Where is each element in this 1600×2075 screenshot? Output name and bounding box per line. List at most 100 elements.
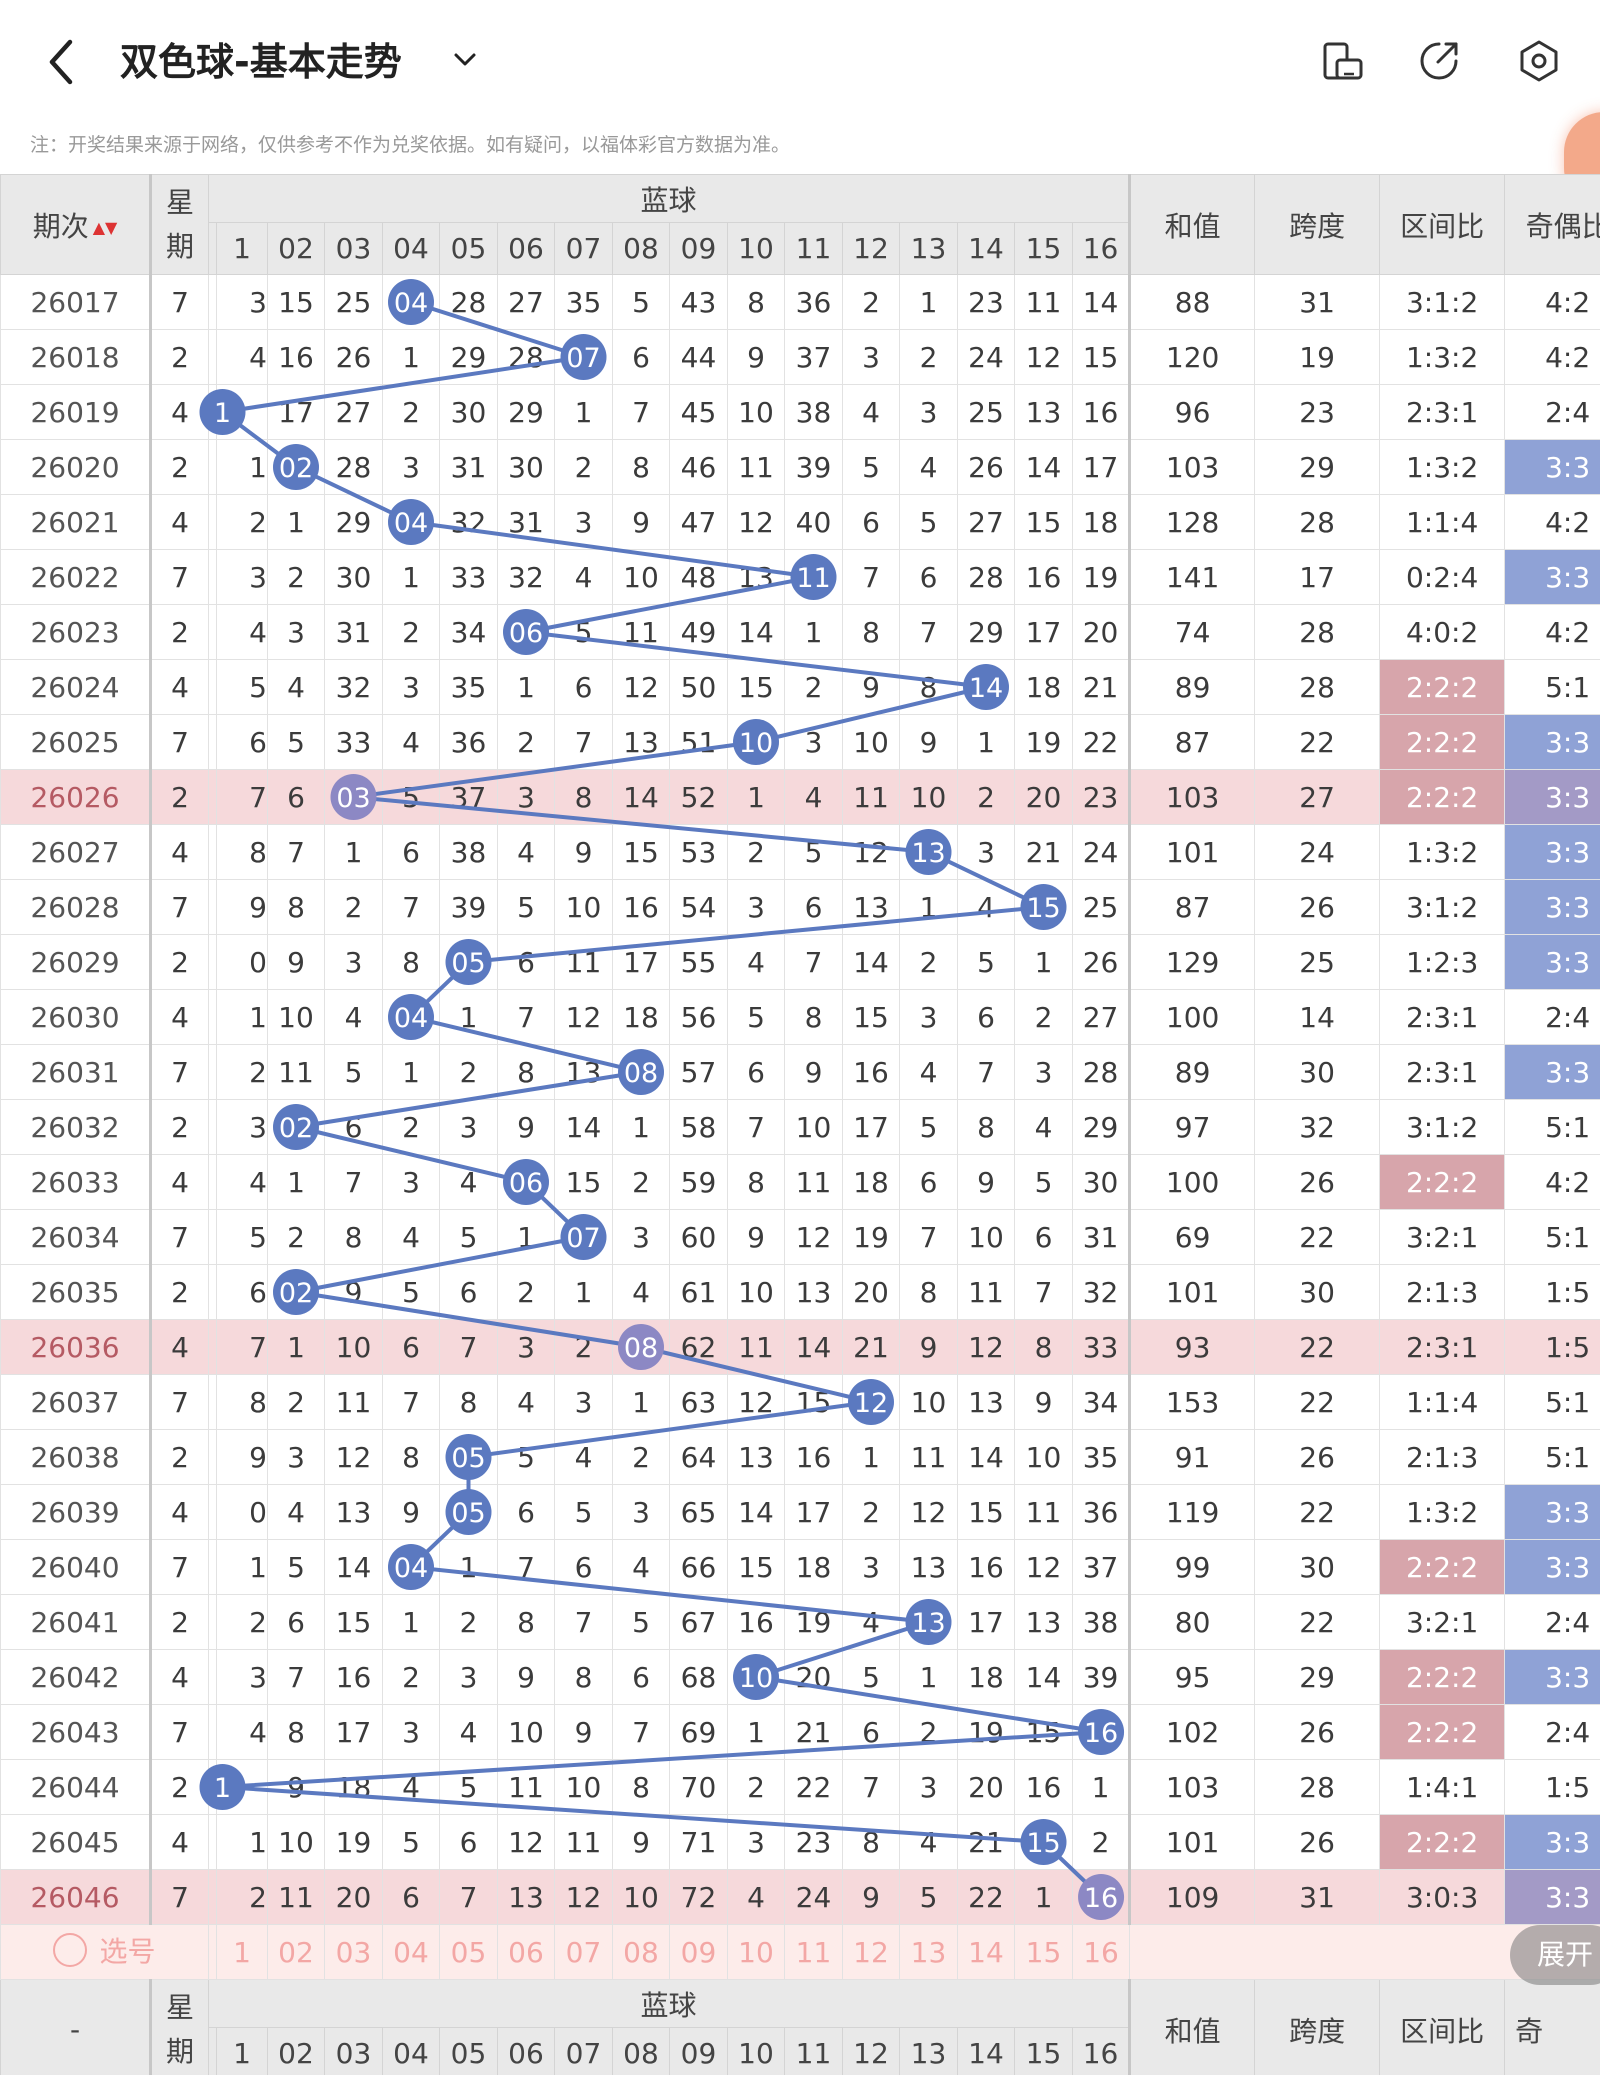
select-ball-7[interactable]: 07: [554, 1924, 613, 1980]
blue-spacer-cell: [208, 604, 217, 660]
omission-cell: 4: [439, 1154, 498, 1210]
odd-even-cell: 3:3: [1504, 1044, 1600, 1100]
omission-cell: 2: [267, 1374, 325, 1430]
blue-number-header: 11: [784, 222, 843, 275]
page-title[interactable]: 双色球-基本走势: [120, 40, 402, 84]
select-ball-15[interactable]: 15: [1014, 1924, 1073, 1980]
omission-cell: 3: [216, 1099, 268, 1155]
omission-cell: 28: [1071, 1044, 1131, 1100]
zone-ratio-cell: 1:3:2: [1379, 824, 1506, 880]
omission-cell: 30: [497, 439, 555, 495]
omission-cell: 12: [1014, 1539, 1073, 1595]
odd-even-cell: 3:3: [1504, 1814, 1600, 1870]
table-row: 26027487163849155325121332124101241:3:23…: [0, 824, 1600, 880]
omission-cell: 15: [324, 1594, 383, 1650]
sum-cell: 153: [1128, 1374, 1256, 1430]
select-ball-16[interactable]: 16: [1071, 1924, 1131, 1980]
select-ball-14[interactable]: 14: [957, 1924, 1015, 1980]
select-ball-3[interactable]: 03: [324, 1924, 383, 1980]
select-ball-6[interactable]: 06: [497, 1924, 555, 1980]
span-cell: 22: [1254, 1319, 1381, 1375]
omission-cell: 5: [324, 1044, 383, 1100]
blue-spacer-cell: [208, 1319, 217, 1375]
omission-cell: 19: [842, 1209, 900, 1265]
week-cell: 2: [150, 934, 209, 990]
landscape-rotate-icon[interactable]: [1320, 38, 1366, 84]
omission-cell: 1: [216, 1814, 268, 1870]
checkbox-circle-icon[interactable]: [53, 1933, 88, 1967]
select-number-control[interactable]: 选号: [53, 1930, 156, 1970]
span-cell: 29: [1254, 439, 1381, 495]
expand-button[interactable]: 展开: [1510, 1925, 1600, 1985]
omission-cell: 2: [554, 1319, 613, 1375]
omission-cell: 12: [784, 1209, 843, 1265]
omission-cell: 4: [899, 1044, 958, 1100]
omission-cell: 7: [899, 1209, 958, 1265]
settings-icon[interactable]: [1516, 38, 1562, 84]
span-cell: 24: [1254, 824, 1381, 880]
blue-number-header: 03: [324, 222, 383, 275]
zone-ratio-cell: 1:3:2: [1379, 329, 1506, 385]
span-cell: 29: [1254, 1649, 1381, 1705]
blue-spacer-cell: [208, 1374, 217, 1430]
omission-cell: 5: [267, 714, 325, 770]
omission-cell: 1: [216, 439, 268, 495]
omission-cell: 4: [842, 1594, 900, 1650]
omission-cell: 18: [324, 1759, 383, 1815]
select-ball-9[interactable]: 09: [669, 1924, 728, 1980]
select-ball-1[interactable]: 1: [216, 1924, 268, 1980]
sort-icon[interactable]: ▲▼: [92, 218, 118, 237]
omission-cell: 50: [669, 659, 728, 715]
week-cell: 4: [150, 384, 209, 440]
blue-spacer-cell: [208, 1429, 217, 1485]
omission-cell: 5: [842, 1649, 900, 1705]
omission-cell: 6: [382, 1319, 440, 1375]
span-cell: 26: [1254, 1704, 1381, 1760]
omission-cell: 3: [612, 1484, 670, 1540]
select-ball-10[interactable]: 10: [727, 1924, 785, 1980]
select-ball-12[interactable]: 12: [842, 1924, 900, 1980]
chevron-down-icon[interactable]: [450, 44, 480, 74]
blue-ball-cell: 04: [382, 989, 440, 1045]
omission-cell: 23: [957, 274, 1015, 330]
select-number-toggle[interactable]: 选号: [0, 1924, 209, 1980]
omission-cell: 4: [216, 329, 268, 385]
sum-cell: 100: [1128, 989, 1256, 1045]
footer-blue-number-header: 16: [1071, 2027, 1131, 2075]
omission-cell: 7: [554, 714, 613, 770]
omission-cell: 6: [267, 1594, 325, 1650]
sum-cell: 89: [1128, 1044, 1256, 1100]
week-cell: 2: [150, 329, 209, 385]
footer-blue-number-header: 11: [784, 2027, 843, 2075]
omission-cell: 25: [324, 274, 383, 330]
omission-cell: 7: [957, 1044, 1015, 1100]
select-ball-8[interactable]: 08: [612, 1924, 670, 1980]
back-arrow-icon[interactable]: [40, 34, 84, 90]
blue-ball-cell: 04: [382, 494, 440, 550]
omission-cell: 7: [382, 879, 440, 935]
trend-table: 期次▲▼ 星期 蓝球 和值 跨度 区间比 奇偶比 102030405060708…: [0, 174, 1600, 2075]
omission-cell: 31: [497, 494, 555, 550]
footer-blue-number-header: 07: [554, 2027, 613, 2075]
omission-cell: 15: [1014, 1704, 1073, 1760]
omission-cell: 9: [727, 329, 785, 385]
omission-cell: 28: [497, 329, 555, 385]
share-icon[interactable]: [1416, 38, 1462, 84]
omission-cell: 3: [216, 1649, 268, 1705]
omission-cell: 12: [899, 1484, 958, 1540]
blue-number-header: 06: [497, 222, 555, 275]
select-ball-11[interactable]: 11: [784, 1924, 843, 1980]
issue-header[interactable]: 期次 ▲▼: [0, 174, 152, 275]
omission-cell: 2: [899, 1704, 958, 1760]
omission-cell: 7: [842, 549, 900, 605]
select-ball-13[interactable]: 13: [899, 1924, 958, 1980]
table-row: 260382931280554264131611114103591262:1:3…: [0, 1429, 1600, 1485]
blue-number-header: 05: [439, 222, 498, 275]
issue-cell: 26044: [0, 1759, 152, 1815]
select-ball-5[interactable]: 05: [439, 1924, 498, 1980]
zone-ratio-cell: 4:0:2: [1379, 604, 1506, 660]
span-cell: 26: [1254, 1154, 1381, 1210]
select-ball-4[interactable]: 04: [382, 1924, 440, 1980]
omission-cell: 16: [784, 1429, 843, 1485]
select-ball-2[interactable]: 02: [267, 1924, 325, 1980]
